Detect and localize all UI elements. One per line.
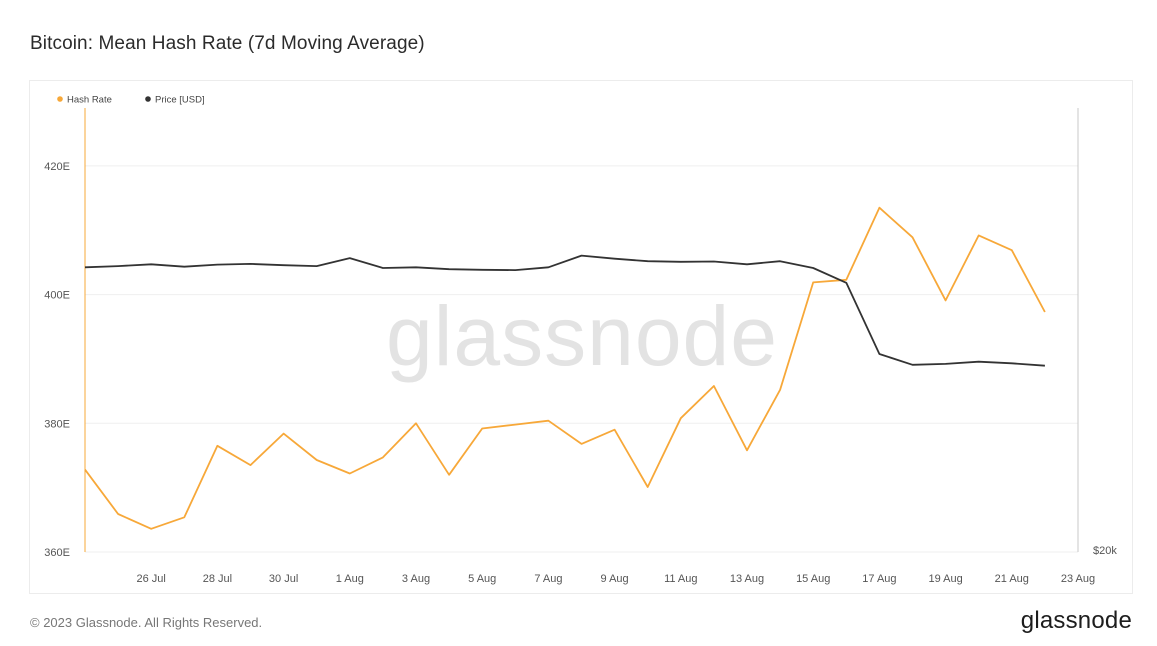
- x-tick-label: 21 Aug: [995, 573, 1029, 585]
- axes: 360E 380E 400E 420E $20k 26 Jul 28 Jul 30 Jul 1 …: [44, 108, 1117, 585]
- y-tick-label: 420E: [44, 161, 70, 173]
- x-tick-label: 7 Aug: [534, 573, 562, 585]
- x-tick-label: 5 Aug: [468, 573, 496, 585]
- footer-logo[interactable]: glassnode: [1020, 607, 1132, 634]
- y-tick-label: 380E: [44, 418, 70, 430]
- x-tick-label: 30 Jul: [269, 573, 298, 585]
- x-tick-label: 19 Aug: [928, 573, 962, 585]
- x-tick-label: 26 Jul: [137, 573, 166, 585]
- x-tick-label: 15 Aug: [796, 573, 830, 585]
- legend: Hash Rate Price [USD]: [57, 95, 205, 106]
- hash-rate-line: [84, 206, 1046, 530]
- x-tick-label: 23 Aug: [1061, 573, 1095, 585]
- chart-frame: [29, 80, 1133, 594]
- x-tick-label: 28 Jul: [203, 573, 232, 585]
- y-tick-label: 400E: [44, 290, 70, 302]
- y-tick-label: 360E: [44, 547, 70, 559]
- grid: [85, 165, 1078, 553]
- x-tick-label: 17 Aug: [862, 573, 896, 585]
- legend-label: Price [USD]: [155, 95, 205, 106]
- x-tick-label: 3 Aug: [402, 573, 430, 585]
- x-tick-label: 1 Aug: [336, 573, 364, 585]
- series-lines: [84, 206, 1046, 530]
- price-line: [84, 254, 1045, 367]
- footer-copyright: © 2023 Glassnode. All Rights Reserved.: [30, 615, 263, 630]
- x-tick-label: 9 Aug: [601, 573, 629, 585]
- page-title: Bitcoin: Mean Hash Rate (7d Moving Avera…: [30, 33, 425, 54]
- y-right-tick-label: $20k: [1093, 545, 1117, 557]
- x-tick-label: 13 Aug: [730, 573, 764, 585]
- watermark: glassnode: [386, 289, 778, 383]
- legend-label: Hash Rate: [67, 95, 112, 106]
- legend-marker: [57, 96, 63, 102]
- x-tick-label: 11 Aug: [664, 573, 697, 585]
- legend-marker: [145, 96, 151, 102]
